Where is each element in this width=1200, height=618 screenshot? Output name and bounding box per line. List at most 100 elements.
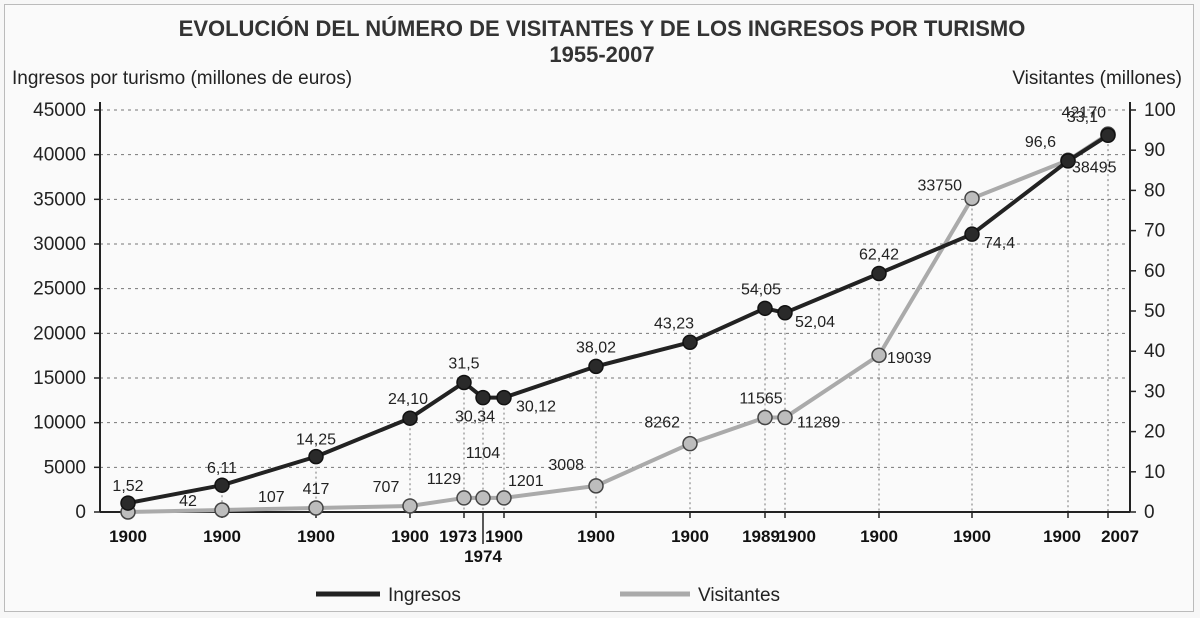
- x-tick-label: 1900: [778, 527, 816, 546]
- tick-labels: 0 5000 10000 15000 20000 25000 30000 35000 40000…: [33, 100, 1176, 566]
- left-tick-label: 30000: [33, 234, 86, 255]
- visitantes-point: [682, 435, 698, 452]
- chart-title: EVOLUCIÓN DEL NÚMERO DE VISITANTES Y DE …: [179, 16, 1026, 41]
- ingresos-data-label: 30,12: [516, 399, 556, 416]
- right-axis-title: Visitantes (millones): [1012, 68, 1182, 89]
- x-tick-label: 1973: [439, 527, 477, 546]
- visitantes-point: [402, 498, 418, 514]
- ingresos-point: [456, 374, 472, 391]
- visitantes-data-label: 1129: [427, 471, 462, 488]
- x-tick-label: 1989: [742, 527, 780, 546]
- legend-ingresos-label: Ingresos: [388, 585, 461, 606]
- ingresos-point: [871, 265, 887, 282]
- visitantes-point: [871, 347, 887, 363]
- visitantes-data-label: 1104: [466, 445, 501, 462]
- ingresos-point: [402, 410, 418, 426]
- visitantes-data-label: 11565: [739, 391, 782, 408]
- left-axis-title: Ingresos por turismo (millones de euros): [12, 68, 352, 89]
- ingresos-point: [757, 300, 773, 317]
- visitantes-data-label: 11289: [797, 415, 840, 432]
- ingresos-data-label: 31,5: [448, 355, 479, 372]
- x-tick-label: 1900: [391, 527, 429, 546]
- series: [120, 126, 1116, 520]
- visitantes-data-label: 33750: [918, 177, 963, 194]
- right-tick-label: 70: [1144, 221, 1165, 242]
- ingresos-point: [496, 389, 512, 406]
- ingresos-point: [308, 448, 324, 465]
- visitantes-data-label: 38495: [1072, 159, 1117, 176]
- right-tick-label: 60: [1144, 261, 1165, 282]
- x-tick-label: 2007: [1101, 527, 1139, 546]
- visitantes-point: [456, 490, 472, 506]
- legend-visitantes-label: Visitantes: [698, 585, 780, 606]
- ingresos-point: [1100, 127, 1116, 144]
- ingresos-data-label: 54,05: [741, 281, 781, 298]
- left-tick-label: 40000: [33, 145, 86, 166]
- x-tick-label: 1974: [464, 547, 502, 566]
- ingresos-point: [475, 389, 491, 406]
- legend: Ingresos Visitantes: [316, 585, 780, 606]
- x-tick-label: 1900: [109, 527, 147, 546]
- visitantes-data-label: 19039: [887, 350, 932, 367]
- visitantes-data-label: 1201: [508, 473, 544, 490]
- visitantes-point: [496, 490, 512, 506]
- ingresos-point: [214, 477, 230, 493]
- left-tick-label: 5000: [44, 457, 86, 478]
- right-tick-label: 20: [1144, 422, 1165, 443]
- left-tick-label: 25000: [33, 279, 86, 300]
- axes: [94, 102, 1136, 544]
- gridlines: [100, 109, 1130, 468]
- x-tick-label: 1900: [860, 527, 898, 546]
- right-tick-label: 40: [1144, 341, 1165, 362]
- visitantes-data-label: 417: [303, 481, 330, 498]
- ingresos-data-label: 38,02: [576, 339, 616, 356]
- visitantes-data-label: 33,1: [1067, 109, 1098, 126]
- left-tick-label: 10000: [33, 413, 86, 434]
- ingresos-point: [120, 495, 136, 511]
- right-tick-label: 0: [1144, 502, 1155, 523]
- right-tick-label: 100: [1144, 100, 1176, 121]
- ingresos-data-label: 6,11: [207, 460, 237, 477]
- ingresos-data-label: 52,04: [795, 314, 835, 331]
- visitantes-data-label: 107: [258, 489, 285, 506]
- visitantes-point: [308, 500, 324, 516]
- ingresos-point: [964, 226, 980, 242]
- left-tick-label: 0: [75, 502, 86, 523]
- visitantes-point: [757, 409, 773, 426]
- left-tick-label: 20000: [33, 323, 86, 344]
- ingresos-data-label: 62,42: [859, 246, 899, 263]
- visitantes-point: [214, 502, 230, 518]
- x-tick-label: 1900: [1043, 527, 1081, 546]
- ingresos-data-label: 74,4: [984, 235, 1015, 252]
- right-tick-label: 10: [1144, 462, 1165, 483]
- x-tick-label: 1900: [953, 527, 991, 546]
- visitantes-point: [777, 409, 793, 426]
- left-tick-label: 35000: [33, 189, 86, 210]
- visitantes-data-label: 8262: [644, 415, 680, 432]
- ingresos-data-label: 24,10: [388, 391, 428, 408]
- visitantes-point: [475, 490, 491, 506]
- ingresos-point: [682, 334, 698, 351]
- ingresos-data-label: 43,23: [654, 315, 694, 332]
- visitantes-point: [964, 190, 980, 207]
- ingresos-data-label: 30,34: [455, 409, 495, 426]
- left-tick-label: 15000: [33, 368, 86, 389]
- chart-subtitle: 1955-2007: [549, 42, 654, 67]
- x-tick-label: 1900: [671, 527, 709, 546]
- ingresos-point: [777, 305, 793, 321]
- right-tick-label: 50: [1144, 301, 1165, 322]
- ingresos-data-label: 42170: [1062, 104, 1107, 121]
- x-tick-label: 1900: [297, 527, 335, 546]
- right-tick-label: 90: [1144, 140, 1165, 161]
- visitantes-data-label: 42: [179, 493, 197, 510]
- ingresos-point: [588, 358, 604, 375]
- left-tick-label: 45000: [33, 100, 86, 121]
- data-labels: 1,52 6,11 14,25 24,10 31,5 30,34 30,12 38,02 43,…: [112, 104, 1116, 510]
- x-tick-label: 1900: [577, 527, 615, 546]
- ingresos-data-label: 14,25: [296, 432, 336, 449]
- x-tick-label: 1900: [485, 527, 523, 546]
- x-tick-label: 1900: [203, 527, 241, 546]
- ingresos-data-label: 96,6: [1025, 134, 1056, 151]
- right-tick-label: 80: [1144, 180, 1165, 201]
